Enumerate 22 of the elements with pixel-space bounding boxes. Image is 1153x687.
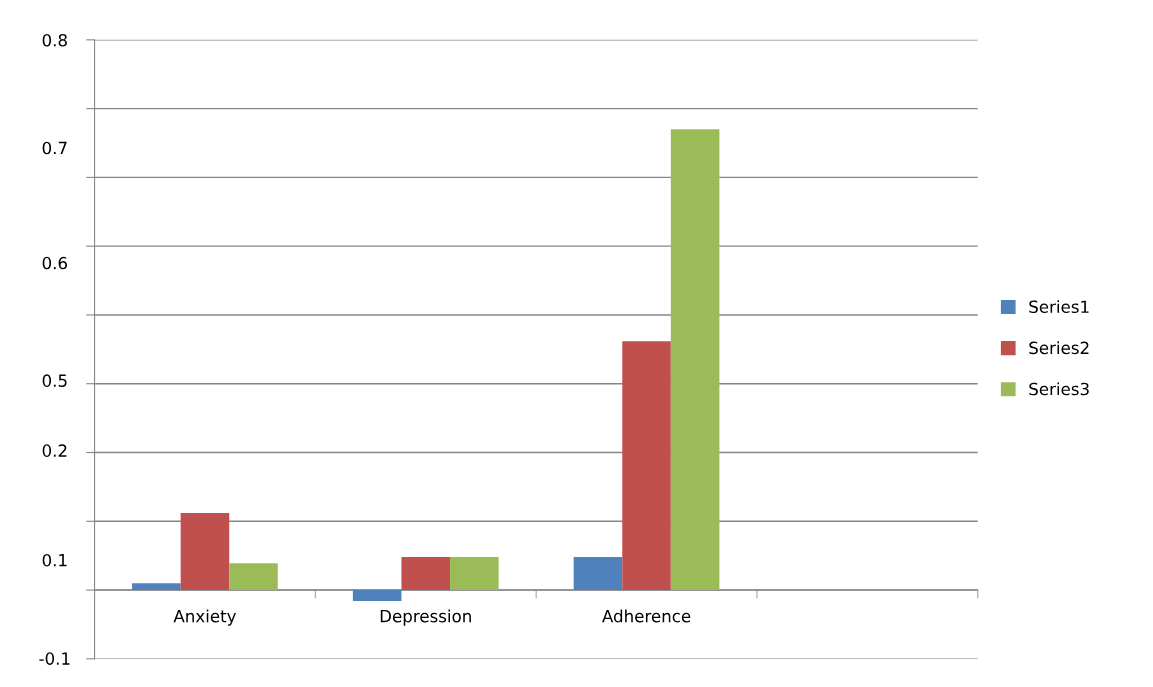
bar: [229, 563, 278, 591]
bar: [401, 556, 451, 591]
text: 0.8: [42, 33, 67, 47]
x-tick-label: Adherence: [602, 609, 691, 623]
legend-label: Series1: [1029, 300, 1089, 314]
bar: [180, 513, 230, 591]
bar: [450, 556, 499, 591]
bar: [573, 556, 623, 591]
bar: [352, 590, 402, 602]
x-tick-label: Anxiety: [173, 609, 236, 626]
text: 0.7: [42, 141, 67, 155]
x-tick-label: Depression: [380, 609, 471, 626]
text: 0.1: [42, 553, 67, 567]
text: 0.5: [42, 374, 67, 387]
legend-label: Series3: [1029, 382, 1089, 396]
bar: [622, 341, 671, 591]
bar: [132, 583, 181, 591]
text: -0.1: [39, 652, 70, 665]
bar: [670, 129, 720, 591]
text: 0.6: [42, 256, 68, 270]
legend-label: Series2: [1029, 341, 1089, 355]
text: 0.2: [42, 444, 67, 457]
